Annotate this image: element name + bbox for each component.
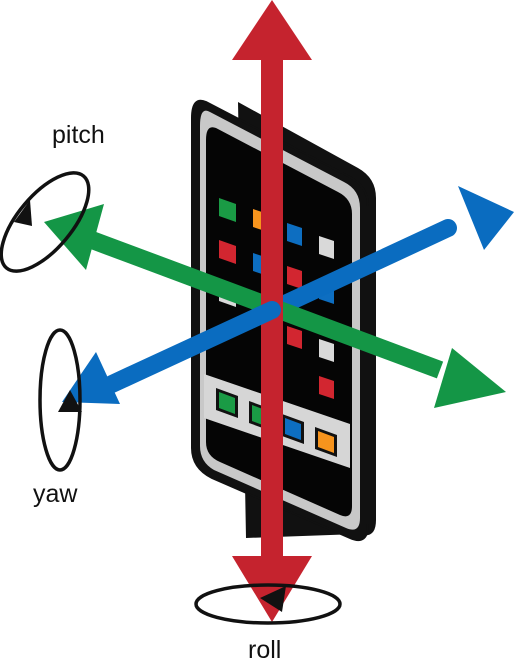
dock-icon <box>219 392 235 414</box>
app-icon <box>287 266 302 289</box>
pitch-axis <box>44 204 506 408</box>
roll-arrow-head-up <box>232 0 312 60</box>
app-icon <box>219 198 236 222</box>
pitch-label: pitch <box>52 121 105 149</box>
yaw-axis-front <box>62 301 281 404</box>
app-icon <box>319 236 334 259</box>
dock-icon <box>318 431 334 453</box>
app-icon <box>319 376 334 399</box>
roll-arrow-head-down <box>232 556 312 622</box>
pitch-arrow-head-left <box>44 204 104 270</box>
pitch-rotation-ring-icon <box>0 171 91 273</box>
app-icon <box>287 326 302 349</box>
app-icon <box>319 339 334 362</box>
yaw-rotation-ring-icon <box>38 328 82 472</box>
yaw-axis <box>263 186 514 319</box>
roll-rotation-ring-icon <box>194 583 342 625</box>
app-icon <box>287 223 302 246</box>
yaw-arrow-head-left <box>62 352 120 404</box>
roll-label: roll <box>248 636 281 664</box>
app-icon <box>219 240 236 264</box>
yaw-label: yaw <box>33 480 78 508</box>
yaw-arrow-head-right <box>458 186 514 250</box>
pitch-arrow-head-right <box>434 348 506 408</box>
dock-icon <box>285 418 301 440</box>
